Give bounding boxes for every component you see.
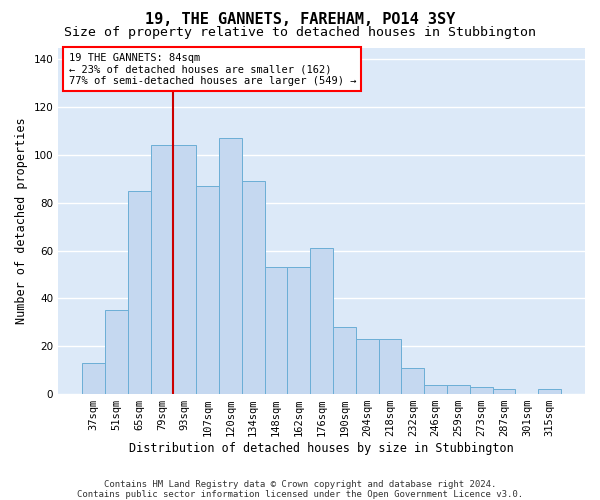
Bar <box>196 186 219 394</box>
Bar <box>219 138 242 394</box>
Bar <box>379 339 401 394</box>
Text: Contains HM Land Registry data © Crown copyright and database right 2024.
Contai: Contains HM Land Registry data © Crown c… <box>77 480 523 499</box>
Bar <box>128 191 151 394</box>
Bar <box>310 248 333 394</box>
Bar <box>424 384 447 394</box>
Bar <box>333 327 356 394</box>
Text: Size of property relative to detached houses in Stubbington: Size of property relative to detached ho… <box>64 26 536 39</box>
Text: 19 THE GANNETS: 84sqm
← 23% of detached houses are smaller (162)
77% of semi-det: 19 THE GANNETS: 84sqm ← 23% of detached … <box>69 52 356 86</box>
Bar <box>173 146 196 394</box>
Bar <box>151 146 173 394</box>
Bar <box>538 390 561 394</box>
Bar <box>287 268 310 394</box>
Bar <box>242 182 265 394</box>
Bar <box>447 384 470 394</box>
Bar <box>265 268 287 394</box>
Text: 19, THE GANNETS, FAREHAM, PO14 3SY: 19, THE GANNETS, FAREHAM, PO14 3SY <box>145 12 455 28</box>
Bar <box>356 339 379 394</box>
Y-axis label: Number of detached properties: Number of detached properties <box>15 118 28 324</box>
Bar <box>493 390 515 394</box>
Bar <box>470 387 493 394</box>
Bar <box>82 363 105 394</box>
X-axis label: Distribution of detached houses by size in Stubbington: Distribution of detached houses by size … <box>129 442 514 455</box>
Bar <box>401 368 424 394</box>
Bar <box>105 310 128 394</box>
